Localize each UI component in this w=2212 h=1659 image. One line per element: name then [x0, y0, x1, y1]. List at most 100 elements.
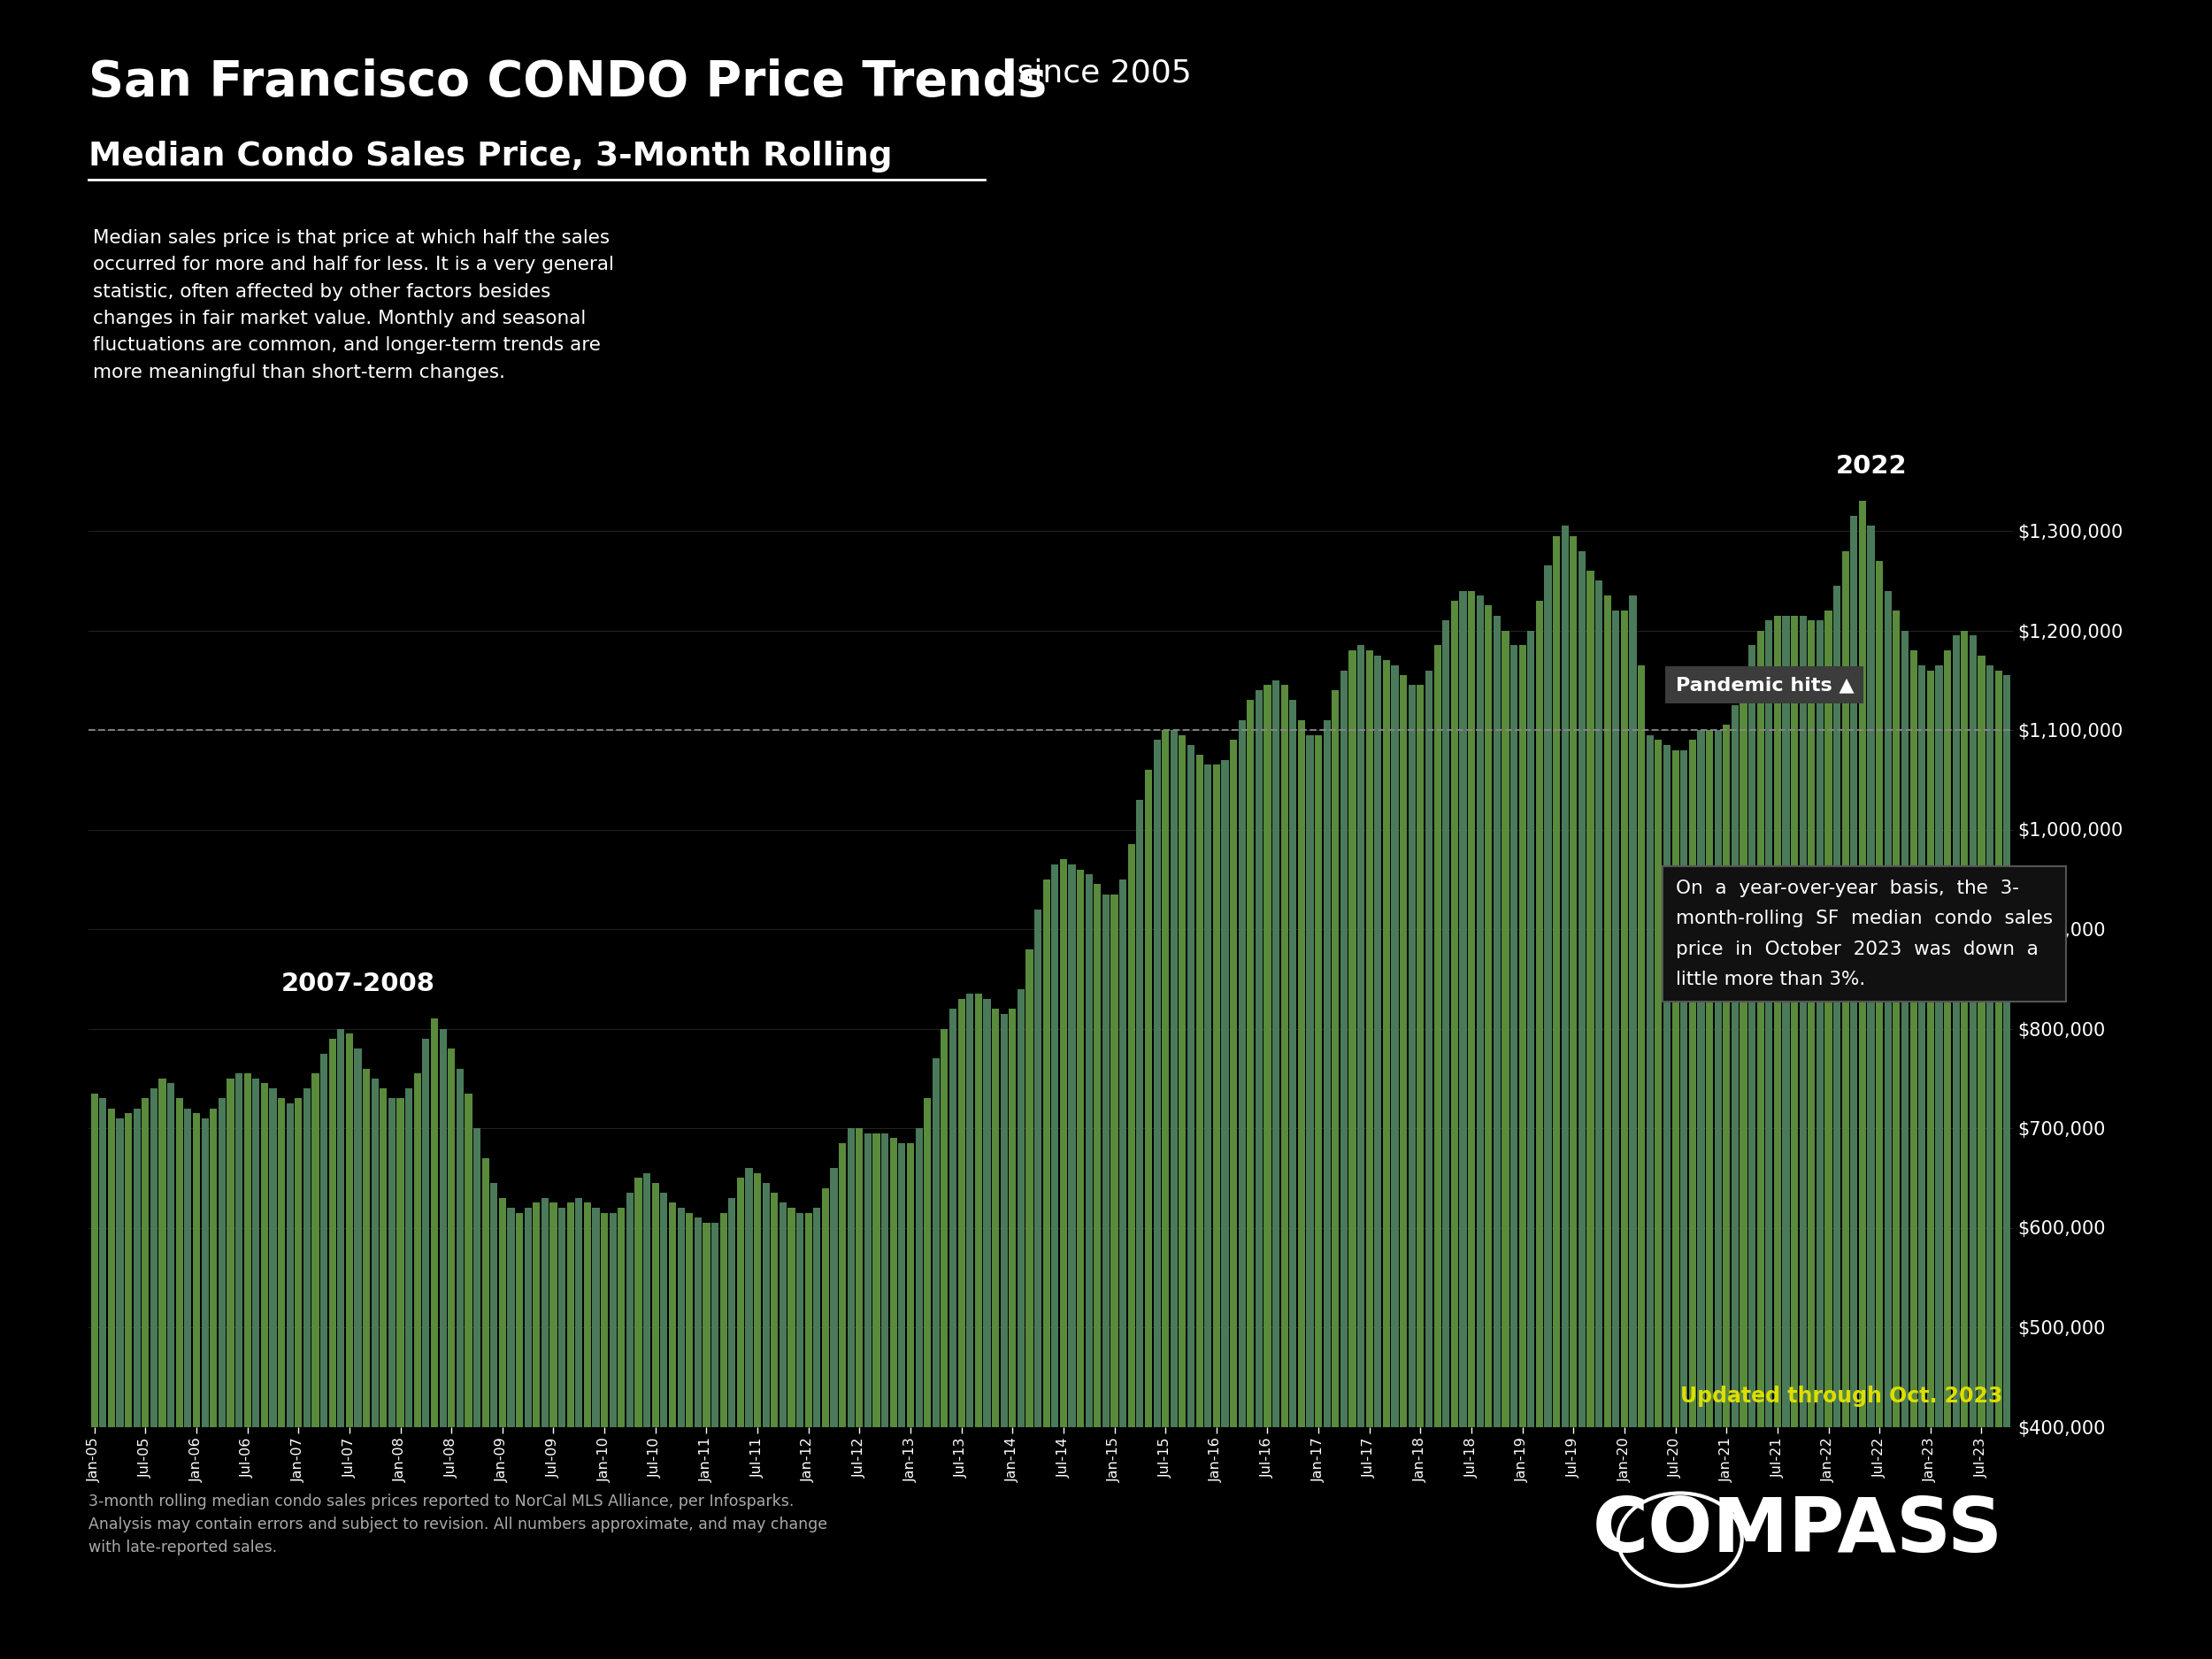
Bar: [1936, 665, 1942, 1427]
Bar: [1526, 630, 1535, 1427]
Bar: [1248, 700, 1254, 1427]
Bar: [745, 1168, 752, 1427]
Bar: [100, 1098, 106, 1427]
Bar: [1137, 800, 1144, 1427]
Bar: [1978, 655, 1984, 1427]
Bar: [243, 1073, 250, 1427]
Text: 2007-2008: 2007-2008: [281, 972, 436, 995]
Bar: [1885, 591, 1891, 1427]
Bar: [856, 1128, 863, 1427]
Bar: [330, 1039, 336, 1427]
Bar: [1714, 730, 1721, 1427]
Bar: [524, 1208, 531, 1427]
Bar: [677, 1208, 684, 1427]
Bar: [1902, 630, 1909, 1427]
Bar: [1152, 740, 1161, 1427]
Bar: [175, 1098, 184, 1427]
Bar: [150, 1088, 157, 1427]
Bar: [830, 1168, 838, 1427]
Bar: [1358, 645, 1365, 1427]
Bar: [1068, 864, 1075, 1427]
Bar: [1374, 655, 1382, 1427]
Text: Updated through Oct. 2023: Updated through Oct. 2023: [1681, 1385, 2002, 1407]
Bar: [847, 1128, 854, 1427]
Bar: [1774, 615, 1781, 1427]
Bar: [1816, 620, 1823, 1427]
Bar: [1018, 989, 1024, 1427]
Bar: [1792, 615, 1798, 1427]
Bar: [491, 1183, 498, 1427]
Bar: [1807, 620, 1816, 1427]
Bar: [1161, 730, 1170, 1427]
Bar: [447, 1048, 456, 1427]
Bar: [557, 1208, 566, 1427]
Bar: [1298, 720, 1305, 1427]
Bar: [252, 1078, 259, 1427]
Bar: [2004, 675, 2011, 1427]
Bar: [1995, 670, 2002, 1427]
Bar: [984, 999, 991, 1427]
Bar: [210, 1108, 217, 1427]
Bar: [1595, 581, 1601, 1427]
Bar: [1663, 745, 1670, 1427]
Bar: [515, 1213, 522, 1427]
Bar: [1110, 894, 1117, 1427]
Bar: [270, 1088, 276, 1427]
Bar: [728, 1198, 737, 1427]
Bar: [1571, 536, 1577, 1427]
Bar: [668, 1203, 677, 1427]
Bar: [1290, 700, 1296, 1427]
Bar: [321, 1053, 327, 1427]
Bar: [1723, 725, 1730, 1427]
Bar: [1747, 645, 1756, 1427]
Text: 3-month rolling median condo sales prices reported to NorCal MLS Alliance, per I: 3-month rolling median condo sales price…: [88, 1493, 827, 1556]
Bar: [626, 1193, 633, 1427]
Bar: [898, 1143, 905, 1427]
Bar: [1876, 561, 1882, 1427]
Bar: [1705, 730, 1712, 1427]
Bar: [1239, 720, 1245, 1427]
Bar: [1604, 596, 1610, 1427]
Bar: [117, 1118, 124, 1427]
Bar: [482, 1158, 489, 1427]
Bar: [1340, 670, 1347, 1427]
Bar: [1400, 675, 1407, 1427]
Bar: [1188, 745, 1194, 1427]
Bar: [712, 1223, 719, 1427]
Bar: [533, 1203, 540, 1427]
Bar: [1843, 551, 1849, 1427]
Bar: [770, 1193, 779, 1427]
Bar: [133, 1108, 142, 1427]
Bar: [593, 1208, 599, 1427]
Bar: [949, 1009, 956, 1427]
Bar: [1119, 879, 1126, 1427]
Bar: [507, 1208, 515, 1427]
Bar: [1409, 685, 1416, 1427]
Bar: [1765, 620, 1772, 1427]
Text: Median Condo Sales Price, 3-Month Rolling: Median Condo Sales Price, 3-Month Rollin…: [88, 141, 891, 173]
Bar: [1783, 615, 1790, 1427]
Bar: [1520, 645, 1526, 1427]
Bar: [201, 1118, 208, 1427]
Bar: [1418, 685, 1425, 1427]
Bar: [1179, 735, 1186, 1427]
Bar: [1960, 630, 1969, 1427]
Bar: [754, 1173, 761, 1427]
Bar: [1586, 571, 1595, 1427]
Bar: [1307, 735, 1314, 1427]
Bar: [279, 1098, 285, 1427]
Text: COMPASS: COMPASS: [1593, 1495, 2004, 1568]
Bar: [1128, 844, 1135, 1427]
Bar: [686, 1213, 692, 1427]
Text: Pandemic hits ▲: Pandemic hits ▲: [1674, 677, 1854, 693]
Text: San Francisco CONDO Price Trends: San Francisco CONDO Price Trends: [88, 58, 1046, 106]
Bar: [414, 1073, 420, 1427]
Bar: [184, 1108, 192, 1427]
Bar: [1060, 859, 1066, 1427]
Bar: [644, 1173, 650, 1427]
Bar: [91, 1093, 97, 1427]
Bar: [1314, 735, 1323, 1427]
Bar: [294, 1098, 303, 1427]
Bar: [1170, 730, 1177, 1427]
Bar: [703, 1223, 710, 1427]
